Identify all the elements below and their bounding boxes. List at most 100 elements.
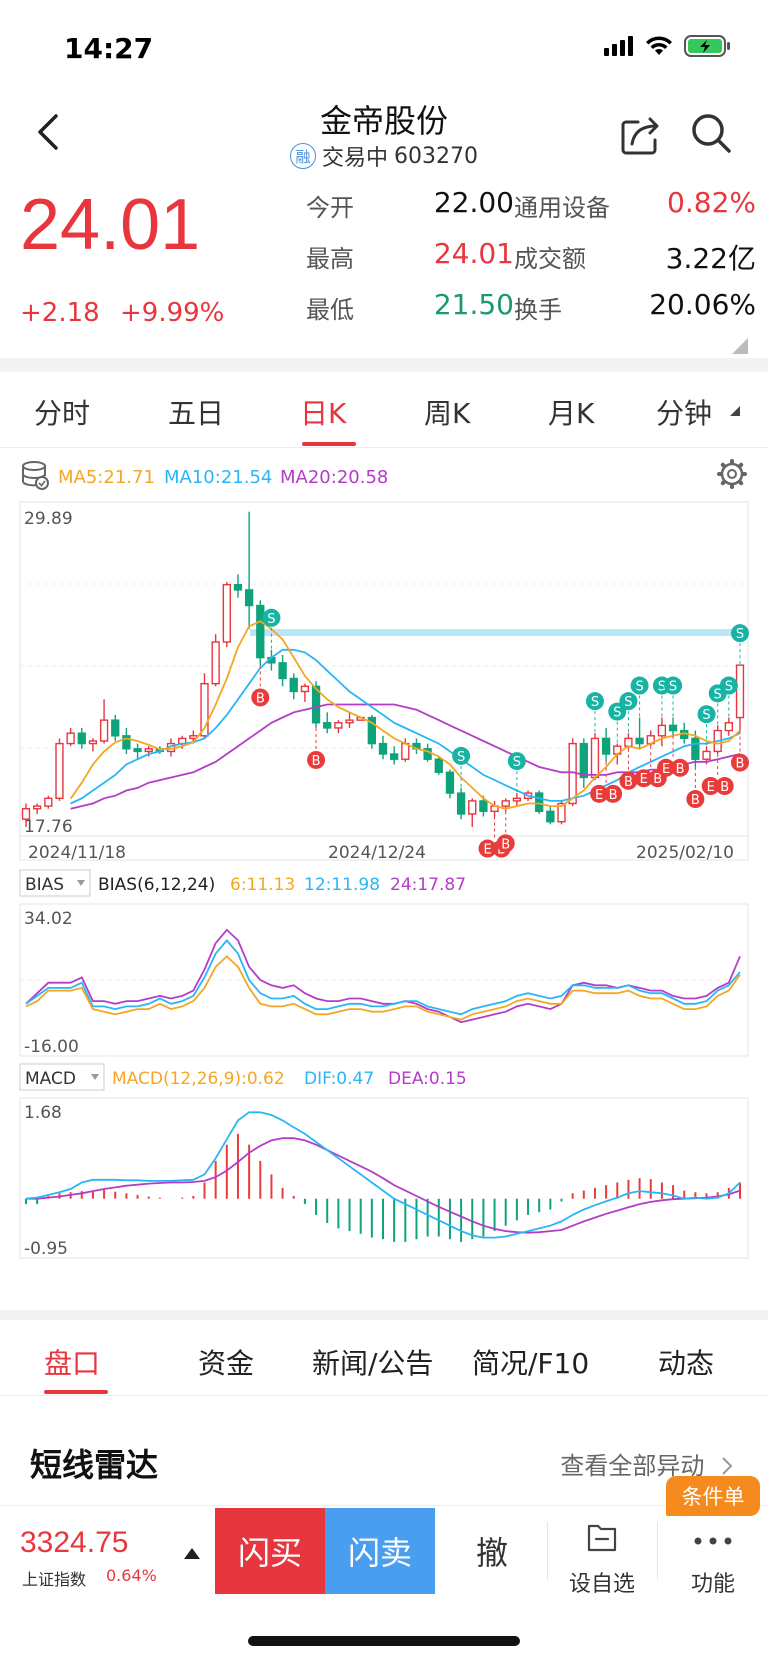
tab-dynamics[interactable]: 动态 [658, 1347, 715, 1380]
candle-body [144, 748, 153, 753]
add-favorite-label: 设自选 [568, 1572, 635, 1597]
signal-badge [697, 705, 716, 724]
tab-profile[interactable]: 简况/F10 [472, 1347, 590, 1380]
signal-badge [507, 752, 526, 771]
signal-label: S [635, 680, 643, 695]
functions-button[interactable]: 功能 [658, 1506, 768, 1601]
signal-badge [686, 790, 705, 809]
candle-body [233, 583, 243, 591]
signal-label: S [267, 612, 275, 627]
signal-badge [619, 771, 638, 790]
quote-row: 最高 24.01 成交额 3.22亿 [306, 231, 756, 282]
signal-label: E [595, 788, 603, 803]
buy-signal-marker: B [619, 748, 638, 790]
signal-badge [262, 608, 281, 627]
candle [334, 720, 343, 734]
signal-label: B [501, 837, 510, 852]
bottom-action-bar: 3324.75 上证指数 0.64% 闪买 闪卖 撤 设自选 功能 [0, 1505, 768, 1600]
signal-badge [585, 692, 604, 711]
turnover-amount-label: 成交额 [514, 245, 586, 273]
signal-label: B [653, 772, 662, 787]
sell-signal-marker: S [262, 608, 281, 650]
candle-body [278, 662, 287, 680]
candle [256, 600, 265, 666]
candle-body [702, 750, 711, 760]
back-icon[interactable] [28, 110, 72, 154]
signal-label: E [707, 780, 715, 795]
tab-daily-k[interactable]: 日K [300, 397, 347, 430]
tab-news[interactable]: 新闻/公告 [312, 1347, 434, 1380]
conditional-order-badge[interactable]: 条件单 [666, 1476, 760, 1516]
candle-body [434, 758, 443, 773]
turnover-rate-label: 换手 [514, 296, 562, 324]
candle [77, 727, 86, 749]
divider [657, 1522, 658, 1580]
macd-selector[interactable]: MACD [19, 1063, 105, 1091]
quick-sell-button[interactable]: 闪卖 [325, 1508, 435, 1594]
candle [44, 795, 53, 809]
tab-intraday[interactable]: 分时 [34, 397, 91, 430]
short-term-radar: 短线雷达 查看全部异动 [0, 1410, 768, 1505]
divider [0, 1310, 768, 1320]
candle-body [345, 719, 354, 724]
settings-gear-icon[interactable] [717, 459, 747, 489]
signal-label: S [714, 687, 722, 702]
candle [668, 717, 678, 736]
candle [66, 727, 75, 747]
signal-badge [719, 676, 738, 695]
kline-panel[interactable] [19, 501, 749, 861]
quick-buy-button[interactable]: 闪买 [215, 1508, 325, 1594]
sector-label[interactable]: 通用设备 [514, 194, 610, 222]
add-favorite-button[interactable]: 设自选 [548, 1506, 656, 1601]
tab-minute[interactable]: 分钟 [656, 397, 713, 430]
minute-dropdown-icon[interactable] [728, 406, 742, 418]
bias-selector[interactable]: BIAS [19, 869, 91, 897]
bias12-label: 12:11.98 [304, 875, 380, 895]
tab-funds[interactable]: 资金 [198, 1347, 255, 1380]
candle-body [724, 722, 734, 732]
candle [111, 714, 120, 741]
candle [345, 712, 354, 728]
macd-panel[interactable] [19, 1097, 749, 1259]
signal-label: B [312, 754, 321, 769]
candle-body [55, 742, 64, 800]
signal-label: B [691, 793, 700, 808]
candle-body [557, 802, 566, 823]
candle [456, 787, 466, 820]
tab-order-book[interactable]: 盘口 [44, 1347, 101, 1380]
candle [423, 743, 432, 762]
quote-grid: 今开 22.00 通用设备 0.82% 最高 24.01 成交额 3.22亿 最… [306, 180, 756, 333]
candle-body [311, 685, 321, 724]
tab-monthly-k[interactable]: 月K [548, 397, 595, 430]
signal-badge [671, 758, 690, 777]
view-all-anomalies-link[interactable]: 查看全部异动 [560, 1446, 734, 1481]
signal-label: B [720, 780, 729, 795]
search-icon[interactable] [688, 110, 734, 156]
dea-line [26, 1137, 741, 1234]
db-icon[interactable] [22, 461, 49, 490]
stock-chart[interactable]: MA5:21.71 MA10:21.54 MA20:20.58 29.89 17… [0, 450, 768, 1310]
signal-badge [634, 769, 653, 788]
macd-main-label: MACD(12,26,9):0.62 [112, 1069, 285, 1089]
sell-signal-marker: S [630, 676, 649, 718]
buy-signal-marker: B [686, 767, 705, 809]
turnover-rate-value: 20.06% [649, 288, 756, 321]
tab-weekly-k[interactable]: 周K [424, 397, 471, 430]
expand-quote-icon[interactable] [732, 338, 748, 354]
index-value[interactable]: 3324.75 [20, 1526, 129, 1559]
share-icon[interactable] [618, 112, 664, 158]
candle-body [367, 716, 377, 745]
tab-five-day[interactable]: 五日 [168, 397, 225, 430]
active-tab-indicator [302, 442, 356, 446]
cancel-order-button[interactable]: 撤 [475, 1534, 508, 1572]
candle-body [256, 604, 265, 659]
dif-line [25, 1111, 741, 1239]
sell-signal-marker: S [697, 705, 716, 747]
candle-body [222, 583, 231, 643]
signal-label: B [624, 775, 633, 790]
candle [468, 798, 477, 827]
candle [657, 717, 667, 747]
candle [323, 712, 332, 734]
